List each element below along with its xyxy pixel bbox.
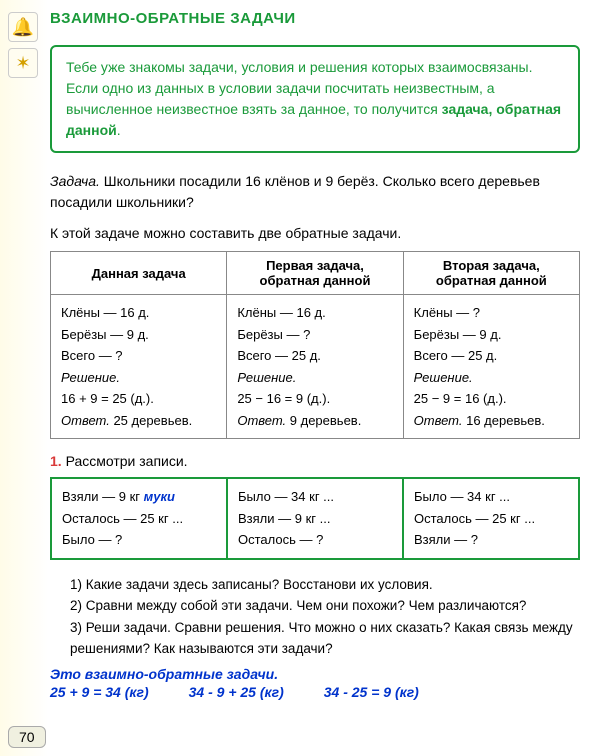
answer-label: Ответ. [61,413,110,428]
table-cell-1: Клёны — 16 д. Берёзы — 9 д. Всего — ? Ре… [51,295,227,439]
sub-intro: К этой задаче можно составить две обратн… [50,225,580,241]
cell-line: Всего — 25 д. [237,346,392,366]
cell-line: Ответ. 16 деревьев. [414,411,569,431]
question-2: 2) Сравни между собой эти задачи. Чем он… [70,595,580,617]
answer-eq-2: 34 - 9 + 25 (кг) [189,684,284,700]
cell-line: 16 + 9 = 25 (д.). [61,389,216,409]
cell-line: Осталось — 25 кг ... [414,509,568,529]
exercise-table: Взяли — 9 кг муки Осталось — 25 кг ... Б… [50,477,580,560]
cell-line: 25 − 9 = 16 (д.). [414,389,569,409]
exercise-1-head: 1. Рассмотри записи. [50,453,580,469]
cell-line: Решение. [61,368,216,388]
cell-line: Берёзы — 9 д. [414,325,569,345]
table-header-3: Вторая задача, обратная данной [403,252,579,295]
cell-line: Ответ. 25 деревьев. [61,411,216,431]
table-header-2: Первая задача, обратная данной [227,252,403,295]
table-body-row: Клёны — 16 д. Берёзы — 9 д. Всего — ? Ре… [51,295,580,439]
cell-line: Всего — ? [61,346,216,366]
page-number: 70 [8,726,46,748]
question-1: 1) Какие задачи здесь записаны? Восстано… [70,574,580,596]
answer-text: 25 деревьев. [110,413,192,428]
cell-line: Было — 34 кг ... [414,487,568,507]
table-header-row: Данная задача Первая задача, обратная да… [51,252,580,295]
bell-icon: 🔔 [8,12,38,42]
cell-line: Было — 34 кг ... [238,487,392,507]
exercise-cell-2: Было — 34 кг ... Взяли — 9 кг ... Остало… [227,478,403,559]
blue-annotation: муки [144,489,175,504]
cell-line: Решение. [414,368,569,388]
answer-eq-1: 25 + 9 = 34 (кг) [50,684,149,700]
answer-text: 9 деревьев. [286,413,361,428]
cell-line: Клёны — 16 д. [61,303,216,323]
cell-line: Взяли — 9 кг муки [62,487,216,507]
cell-line: Решение. [237,368,392,388]
task-label: Задача. [50,173,100,189]
answer-equations: 25 + 9 = 34 (кг) 34 - 9 + 25 (кг) 34 - 2… [50,684,580,700]
left-icon-column: 🔔 ✶ [8,12,44,84]
task-paragraph: Задача. Школьники посадили 16 клёнов и 9… [50,171,580,213]
cell-line: 25 − 16 = 9 (д.). [237,389,392,409]
cell-line: Берёзы — 9 д. [61,325,216,345]
cell-line: Ответ. 9 деревьев. [237,411,392,431]
cell-line: Клёны — 16 д. [237,303,392,323]
exercise-title: Рассмотри записи. [62,453,188,469]
questions-block: 1) Какие задачи здесь записаны? Восстано… [50,574,580,660]
table-cell-2: Клёны — 16 д. Берёзы — ? Всего — 25 д. Р… [227,295,403,439]
exercise-cell-1: Взяли — 9 кг муки Осталось — 25 кг ... Б… [51,478,227,559]
page-title: ВЗАИМНО-ОБРАТНЫЕ ЗАДАЧИ [50,10,580,27]
exercise-cell-3: Было — 34 кг ... Осталось — 25 кг ... Вз… [403,478,579,559]
table-row: Взяли — 9 кг муки Осталось — 25 кг ... Б… [51,478,579,559]
cell-line: Взяли — ? [414,530,568,550]
star-icon: ✶ [8,48,38,78]
cell-line: Осталось — 25 кг ... [62,509,216,529]
answer-eq-3: 34 - 25 = 9 (кг) [324,684,419,700]
task-text: Школьники посадили 16 клёнов и 9 берёз. … [50,173,540,210]
answer-label: Ответ. [414,413,463,428]
cell-line: Взяли — 9 кг ... [238,509,392,529]
page: 🔔 ✶ ВЗАИМНО-ОБРАТНЫЕ ЗАДАЧИ Тебе уже зна… [0,0,600,756]
cell-line: Осталось — ? [238,530,392,550]
table-cell-3: Клёны — ? Берёзы — 9 д. Всего — 25 д. Ре… [403,295,579,439]
question-3: 3) Реши задачи. Сравни решения. Что можн… [70,617,580,660]
cell-line: Было — ? [62,530,216,550]
cell-line: Всего — 25 д. [414,346,569,366]
cell-text: Взяли — 9 кг [62,489,144,504]
definition-box: Тебе уже знакомы задачи, условия и решен… [50,45,580,153]
answer-line: Это взаимно-обратные задачи. [50,666,580,682]
answer-text: 16 деревьев. [462,413,544,428]
cell-line: Клёны — ? [414,303,569,323]
exercise-number: 1. [50,453,62,469]
answer-label: Ответ. [237,413,286,428]
inverse-tasks-table: Данная задача Первая задача, обратная да… [50,251,580,439]
cell-line: Берёзы — ? [237,325,392,345]
definition-post: . [117,122,121,138]
table-header-1: Данная задача [51,252,227,295]
